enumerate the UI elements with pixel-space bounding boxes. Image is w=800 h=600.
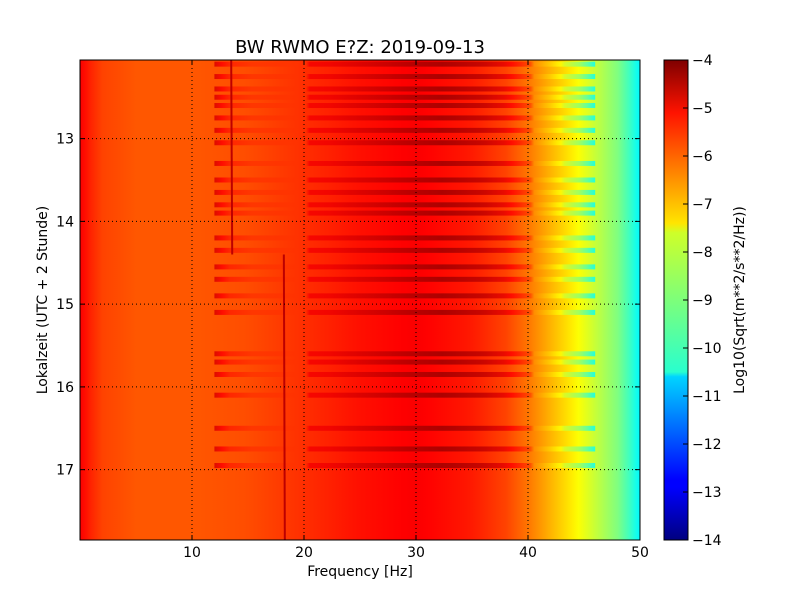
spectrogram-band — [214, 264, 596, 270]
spectrogram-band — [214, 103, 596, 109]
spectrogram-band — [214, 115, 596, 121]
colorbar-tick-label: −6 — [692, 149, 713, 165]
x-tick-label: 10 — [183, 545, 201, 561]
colorbar-tick-label: −9 — [692, 293, 713, 309]
x-axis: 10 20 30 40 50 — [183, 60, 649, 561]
colorbar-tick-label: −13 — [692, 485, 722, 501]
spectrogram-band — [214, 140, 596, 146]
x-tick-label: 30 — [407, 545, 425, 561]
colorbar-tick-label: −5 — [692, 101, 713, 117]
x-tick-label: 50 — [631, 545, 649, 561]
spectrogram-band — [214, 309, 596, 315]
spectrogram-band — [214, 160, 596, 166]
y-axis-label: Lokalzeit (UTC + 2 Stunde) — [35, 206, 51, 395]
colorbar-tick-label: −8 — [692, 245, 713, 261]
colorbar-tick-label: −12 — [692, 437, 722, 453]
spectrogram-band — [214, 425, 596, 431]
y-tick-label: 13 — [56, 132, 74, 148]
spectrogram-image — [80, 60, 640, 540]
colorbar-label: Log10(Sqrt(m**2/s**2/Hz)) — [732, 206, 748, 394]
spectrogram-band — [214, 351, 596, 357]
colorbar-tick-label: −10 — [692, 341, 722, 357]
spectrogram-band — [214, 127, 596, 133]
spectrogram-band — [214, 446, 596, 452]
spectrogram-band — [214, 61, 596, 67]
spectrogram-band — [214, 86, 596, 92]
plot-frame — [79, 59, 641, 541]
y-tick-label: 14 — [56, 214, 74, 230]
x-tick-label: 40 — [519, 545, 537, 561]
colorbar-tick-label: −11 — [692, 389, 722, 405]
spectrogram-band — [214, 177, 596, 183]
x-axis-label: Frequency [Hz] — [307, 564, 413, 580]
narrowband-line — [230, 60, 234, 255]
colorbar-tick-label: −4 — [692, 53, 713, 69]
spectrogram-band — [214, 94, 596, 100]
spectrogram-band — [214, 202, 596, 208]
colorbar-tick-label: −7 — [692, 197, 713, 213]
y-tick-label: 15 — [56, 297, 74, 313]
y-tick-label: 16 — [56, 380, 74, 396]
spectrogram-band — [214, 359, 596, 365]
grid-lines — [80, 60, 640, 540]
spectrogram-band — [214, 235, 596, 241]
spectrogram-band — [214, 210, 596, 216]
x-tick-label: 20 — [295, 545, 313, 561]
spectrogram-band — [214, 247, 596, 253]
narrowband-line — [282, 254, 286, 540]
spectrogram-band — [214, 392, 596, 398]
colorbar-tick-label: −14 — [692, 533, 722, 549]
colorbar: −4 −5 −6 −7 −8 −9 −10 −11 −12 −13 −14 Log10(Sqrt(m… — [663, 53, 748, 549]
spectrogram-band — [214, 371, 596, 377]
spectrogram-band — [214, 189, 596, 195]
spectrogram-background — [80, 60, 640, 540]
spectrogram-band — [214, 293, 596, 299]
spectrogram-band — [214, 74, 596, 80]
spectrogram-band — [214, 463, 596, 469]
y-axis: 13 14 15 16 17 — [56, 132, 640, 479]
chart-title: BW RWMO E?Z: 2019-09-13 — [235, 37, 485, 58]
y-tick-label: 17 — [56, 463, 74, 479]
spectrogram-band — [214, 276, 596, 282]
